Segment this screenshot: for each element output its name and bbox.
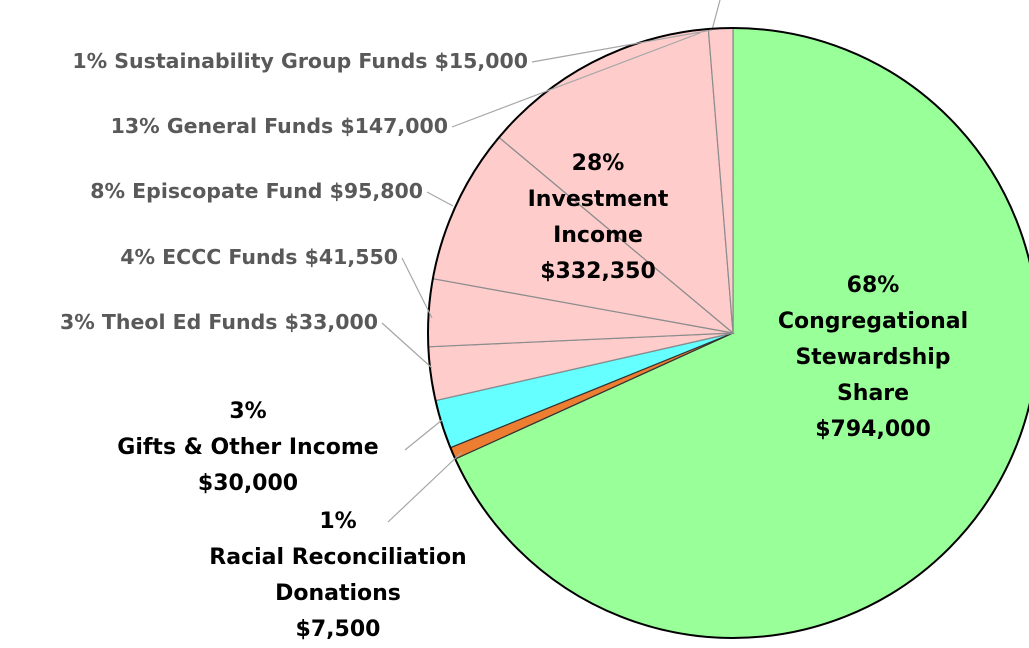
slice-name: Congregational Stewardship Share <box>777 309 969 406</box>
slice-value: $95,800 <box>330 179 423 203</box>
leader-line <box>426 191 454 207</box>
group-value: $332,350 <box>540 259 656 284</box>
slice-percent: 8% <box>90 179 125 203</box>
group-label: 28% Investment Income $332,350 <box>498 146 698 290</box>
slice-value: $794,000 <box>815 417 931 442</box>
leader-line <box>711 0 721 31</box>
leader-line <box>451 32 701 128</box>
leader-line <box>531 29 713 63</box>
slice-percent: 3% <box>60 310 95 334</box>
slice-label: 3% Gifts & Other Income $30,000 <box>78 394 418 502</box>
slice-name: Episcopate Fund <box>132 179 322 203</box>
slice-label: 4% ECCC Funds $41,550 <box>120 245 398 269</box>
leader-line <box>404 419 443 451</box>
slice-value: $33,000 <box>285 310 378 334</box>
slice-percent: 3% <box>229 399 267 424</box>
group-name: Investment Income <box>527 187 669 248</box>
slice-name: Sustainability Group Funds <box>114 49 427 73</box>
slice-value: $15,000 <box>435 49 528 73</box>
slice-label: 1% Racial Reconciliation Donations $7,500 <box>178 504 498 648</box>
leader-line <box>401 257 433 319</box>
group-percent: 28% <box>571 151 625 176</box>
slice-percent: 4% <box>120 245 155 269</box>
slice-label: 1% Sustainability Group Funds $15,000 <box>72 49 528 73</box>
slice-name: General Funds <box>167 114 333 138</box>
slice-value: $30,000 <box>197 471 299 496</box>
slice-label: 8% Episcopate Fund $95,800 <box>90 179 423 203</box>
leader-line <box>387 451 463 523</box>
slice-value: $7,500 <box>295 617 381 642</box>
leader-line <box>381 322 433 369</box>
slice-name: Racial Reconciliation Donations <box>209 545 467 606</box>
slice-label: 68% Congregational Stewardship Share $794,… <box>763 268 983 448</box>
pie-outline <box>427 27 1029 639</box>
slice-percent: 13% <box>111 114 160 138</box>
slice-value: $147,000 <box>340 114 448 138</box>
slice-name: Gifts & Other Income <box>117 435 379 460</box>
slice-percent: 1% <box>72 49 107 73</box>
slice-label: 13% General Funds $147,000 <box>111 114 448 138</box>
slice-percent: 68% <box>846 273 900 298</box>
slice-name: ECCC Funds <box>162 245 297 269</box>
slice-value: $41,550 <box>305 245 398 269</box>
slice-name: Theol Ed Funds <box>102 310 278 334</box>
slice-label: 3% Theol Ed Funds $33,000 <box>60 310 378 334</box>
slice-percent: 1% <box>319 509 357 534</box>
